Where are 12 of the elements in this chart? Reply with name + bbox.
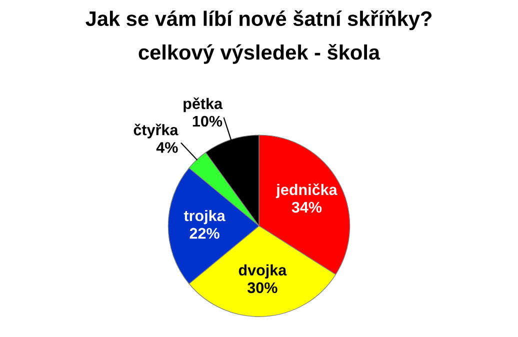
chart-subtitle: celkový výsledek - škola [138,44,380,64]
data-label: 10% [192,116,222,127]
data-label: 34% [292,202,322,213]
slice-label: čtyřka [134,124,178,138]
data-label: 22% [190,228,220,239]
slice-label: dvojka [238,264,287,279]
data-label: 4% [156,142,178,153]
data-label: 30% [247,282,278,294]
slice-label: jednička [276,184,338,198]
chart-title: Jak se vám líbí nové šatní skříňky? [86,10,432,30]
slice-label: pětka [184,98,223,112]
slice-label: trojka [184,210,226,224]
